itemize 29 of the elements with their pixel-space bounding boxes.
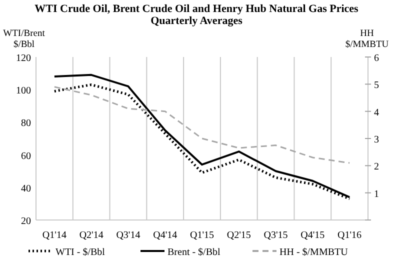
y2-tick-label: 2: [374, 162, 379, 173]
y-tick-label: 60: [21, 150, 31, 162]
x-tick-label: Q1'15: [190, 230, 214, 241]
x-tick-label: Q1'16: [338, 230, 362, 241]
y-axis-title: WTI/Brent $/Bbl: [3, 29, 46, 50]
y-tick-label: 100: [16, 86, 31, 97]
x-tick-label: Q3'14: [116, 230, 140, 241]
y2-tick-label: 6: [374, 53, 379, 64]
y-tick-label: 80: [21, 118, 31, 130]
legend-label: WTI - $/Bbl: [56, 247, 106, 258]
x-tick-label: Q2'14: [79, 230, 104, 241]
y2-tick-label: 3: [374, 134, 379, 146]
x-tick-label: Q3'15: [264, 230, 288, 241]
y-tick-label: 40: [21, 183, 31, 194]
y2-tick-label: 4: [374, 107, 379, 118]
y2-tick-label: 5: [374, 80, 379, 92]
line-series: [54, 86, 350, 164]
x-tick-label: Q2'15: [226, 230, 251, 241]
chart-title: WTI Crude Oil, Brent Crude Oil and Henry Hub Natural Gas Prices: [34, 3, 360, 15]
legend-label: HH - $/MMBTU: [280, 247, 349, 258]
x-tick-label: Q1'14: [42, 230, 66, 241]
x-tick-label: Q4'15: [300, 230, 325, 241]
y2-tick-label: 1: [374, 188, 379, 200]
y-tick-label: 20: [21, 216, 31, 227]
y2-axis-title: HH $/MMBTU: [345, 29, 389, 50]
y-tick-label: 120: [16, 53, 31, 64]
x-tick-label: Q4'14: [153, 230, 178, 241]
chart-subtitle: Quarterly Averages: [150, 15, 244, 27]
legend-label: Brent - $/Bbl: [168, 247, 220, 258]
